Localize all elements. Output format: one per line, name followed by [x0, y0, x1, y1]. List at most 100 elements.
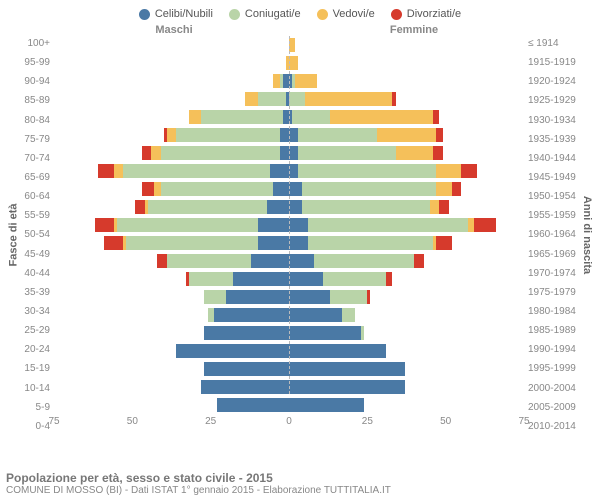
bar-segment — [430, 200, 439, 214]
x-axis-female: 255075 — [289, 414, 524, 434]
bar-segment — [396, 146, 434, 160]
bar-segment — [314, 254, 414, 268]
male-bar — [135, 200, 289, 214]
bar-segment — [280, 146, 289, 160]
year-label: 1970-1974 — [528, 268, 580, 279]
male-bar — [201, 380, 289, 394]
bar-segment — [226, 290, 289, 304]
male-side — [54, 144, 289, 162]
male-side — [54, 396, 289, 414]
age-label: 80-84 — [20, 115, 50, 126]
male-bar — [204, 362, 289, 376]
bar-segment — [258, 236, 289, 250]
legend-label: Divorziati/e — [407, 8, 461, 20]
legend-item: Celibi/Nubili — [139, 8, 213, 20]
female-bar — [289, 218, 496, 232]
bar-segment — [330, 110, 433, 124]
female-bar — [289, 308, 355, 322]
x-tick: 25 — [205, 416, 216, 427]
y-axis-right-label: Anni di nascita — [580, 36, 594, 434]
male-side — [54, 126, 289, 144]
bar-segment — [305, 92, 393, 106]
female-bar — [289, 182, 461, 196]
female-bar — [289, 380, 405, 394]
legend-swatch — [317, 9, 328, 20]
age-label: 75-79 — [20, 134, 50, 145]
bar-segment — [289, 290, 330, 304]
legend-item: Vedovi/e — [317, 8, 375, 20]
male-bar — [142, 182, 289, 196]
male-side — [54, 216, 289, 234]
female-bar — [289, 146, 443, 160]
year-label: 1945-1949 — [528, 172, 580, 183]
chart-title: Popolazione per età, sesso e stato civil… — [6, 471, 391, 485]
age-label: 85-89 — [20, 95, 50, 106]
x-tick: 25 — [362, 416, 373, 427]
bar-segment — [289, 182, 302, 196]
center-line — [289, 36, 290, 394]
age-label: 10-14 — [20, 383, 50, 394]
bar-segment — [151, 146, 160, 160]
year-label: 1935-1939 — [528, 134, 580, 145]
female-bar — [289, 272, 392, 286]
female-bar — [289, 398, 364, 412]
bar-segment — [323, 272, 386, 286]
bar-segment — [289, 398, 364, 412]
male-side — [54, 342, 289, 360]
age-label: 65-69 — [20, 172, 50, 183]
x-axis-male: 7550250 — [54, 414, 289, 434]
age-label: 95-99 — [20, 57, 50, 68]
chart-subtitle: COMUNE DI MOSSO (BI) - Dati ISTAT 1° gen… — [6, 485, 391, 496]
male-side — [54, 180, 289, 198]
legend: Celibi/Nubili Coniugati/e Vedovi/e Divorzia… — [6, 8, 594, 20]
male-side — [54, 36, 289, 54]
bar-segment — [167, 128, 176, 142]
bar-segment — [298, 128, 376, 142]
bar-segment — [292, 110, 330, 124]
year-labels: ≤ 19141915-19191920-19241925-19291930-19… — [524, 36, 580, 434]
female-side — [289, 288, 524, 306]
male-bar — [204, 290, 289, 304]
x-tick: 75 — [48, 416, 59, 427]
female-bar — [289, 200, 449, 214]
bar-segment — [289, 380, 405, 394]
bar-segment — [289, 92, 305, 106]
legend-label: Coniugati/e — [245, 8, 301, 20]
header-female: Femmine — [294, 24, 534, 36]
bar-segment — [433, 110, 439, 124]
bar-segment — [189, 272, 233, 286]
male-bar — [189, 110, 289, 124]
bar-segment — [135, 200, 144, 214]
chart-footer: Popolazione per età, sesso e stato civil… — [6, 471, 391, 496]
female-bar — [289, 362, 405, 376]
age-label: 45-49 — [20, 249, 50, 260]
male-side — [54, 234, 289, 252]
male-bar — [142, 146, 289, 160]
bar-segment — [377, 128, 437, 142]
male-bar — [104, 236, 289, 250]
male-bar — [273, 74, 289, 88]
bar-segment — [474, 218, 496, 232]
female-bar — [289, 128, 443, 142]
female-side — [289, 198, 524, 216]
legend-swatch — [391, 9, 402, 20]
female-bar — [289, 92, 396, 106]
male-side — [54, 54, 289, 72]
male-side — [54, 108, 289, 126]
year-label: 1950-1954 — [528, 191, 580, 202]
age-label: 30-34 — [20, 306, 50, 317]
bar-row — [54, 396, 524, 414]
legend-label: Celibi/Nubili — [155, 8, 213, 20]
female-bar — [289, 290, 370, 304]
bar-segment — [436, 182, 452, 196]
female-side — [289, 126, 524, 144]
bar-segment — [167, 254, 252, 268]
x-tick: 50 — [440, 416, 451, 427]
bar-segment — [342, 308, 355, 322]
male-side — [54, 252, 289, 270]
female-side — [289, 234, 524, 252]
year-label: ≤ 1914 — [528, 38, 580, 49]
male-side — [54, 198, 289, 216]
bar-segment — [367, 290, 370, 304]
bar-segment — [161, 146, 280, 160]
